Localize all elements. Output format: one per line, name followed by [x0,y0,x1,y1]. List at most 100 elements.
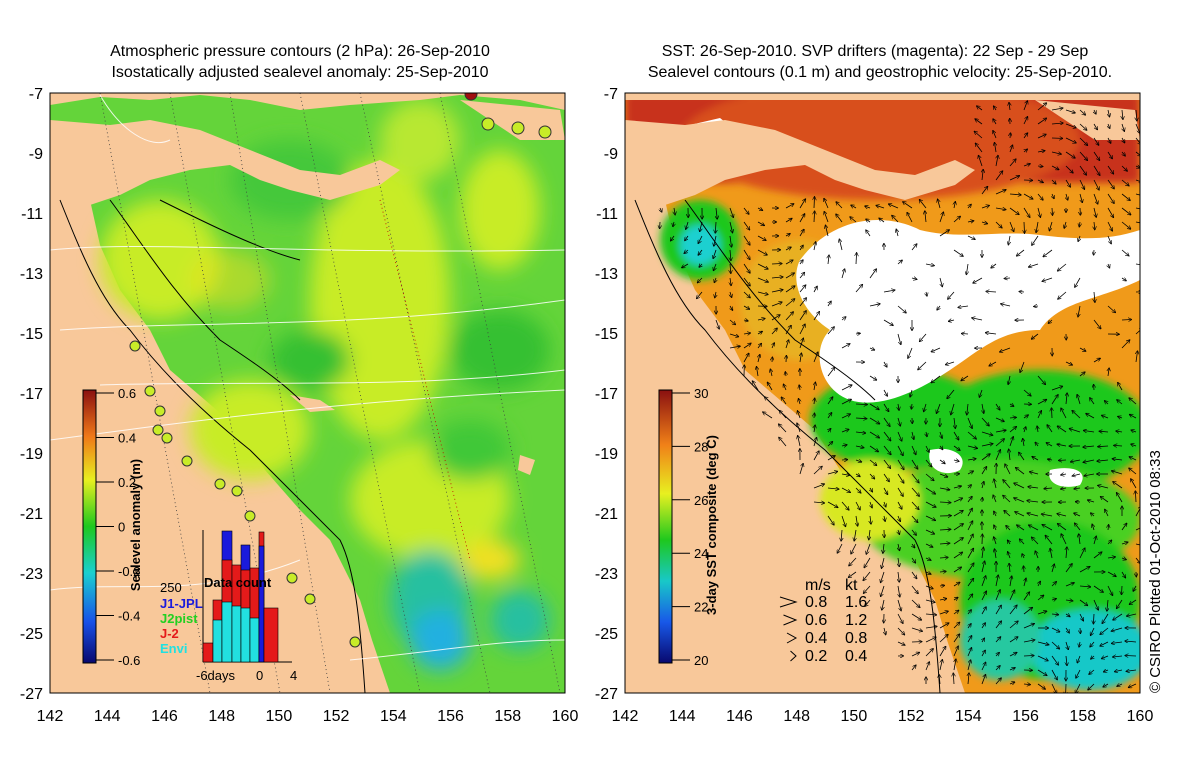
colorbar-tick-label: 0.4 [118,431,136,446]
data-count-max: 250 [160,580,182,595]
lon-label: 160 [552,708,579,725]
velocity-key: m/s kt 0.8 1.60.6 1.20.4 0.80.2 0.4 [779,577,867,665]
right-colorbar-ticks: 30 28 26 24 22 20 [672,386,708,668]
lat-label: -9 [29,146,43,163]
lat-label: -17 [20,386,43,403]
credit-text: © CSIRO Plotted 01-Oct-2010 08:33 [1147,450,1164,693]
velocity-key-ms: 0.8 [805,594,827,611]
lat-label: -27 [595,686,618,703]
velocity-key-ms: 0.6 [805,612,827,629]
lon-label: 144 [94,708,121,725]
colorbar-tick-label: 22 [694,600,708,615]
velocity-key-arrow [783,614,798,626]
lat-label: -13 [20,266,43,283]
lon-label: 148 [208,708,235,725]
lon-label: 156 [437,708,464,725]
colorbar-tick-label: 20 [694,653,708,668]
lat-label: -23 [595,566,618,583]
right-north-landmass [625,120,975,205]
lat-label: -9 [604,146,618,163]
colorbar-tick-label: 0.2 [118,475,136,490]
left-colorbar-ticks: 0.6 0.4 0.2 0 -0.2 -0.4 -0.6 [96,386,140,668]
lon-label: 156 [1012,708,1039,725]
lon-label: 142 [612,708,639,725]
velocity-key-kt: 0.8 [845,630,867,647]
lon-label: 158 [1069,708,1096,725]
colorbar-tick-label: -0.4 [118,609,140,624]
data-count-legend-item: Envi [160,641,187,656]
lon-label: 144 [669,708,696,725]
lat-label: -19 [20,446,43,463]
lon-label: 152 [323,708,350,725]
velocity-key-kt: 0.4 [845,648,867,665]
velocity-key-ms: 0.4 [805,630,827,647]
left-lon-labels: 142 144 146 148 150 152 154 156 158 160 [37,708,579,725]
left-map-frame [49,92,566,694]
data-count-x-start: -6days [196,668,236,683]
lat-label: -25 [20,626,43,643]
lon-label: 146 [151,708,178,725]
lon-label: 150 [266,708,293,725]
data-count-legend-item: J-2 [160,626,179,641]
left-pressure-contours [50,94,565,661]
data-count-legend-item: J2pist [160,611,198,626]
lat-label: -17 [595,386,618,403]
left-north-landmass [50,120,400,205]
velocity-key-kt: 1.6 [845,594,867,611]
colorbar-tick-label: -0.6 [118,653,140,668]
geostrophic-velocity-vectors [660,101,1140,693]
left-colorbar-label: Sealevel anomaly (m) [128,459,143,591]
right-title-line2: Sealevel contours (0.1 m) and geostrophi… [647,64,1113,81]
velocity-key-arrow [790,650,797,662]
lon-label: 158 [494,708,521,725]
right-title-line1: SST: 26-Sep-2010. SVP drifters (magenta)… [661,43,1089,60]
lat-label: -21 [20,506,43,523]
left-map [50,93,565,693]
colorbar-tick-label: 28 [694,439,708,454]
lat-label: -21 [595,506,618,523]
right-lon-labels: 142 144 146 148 150 152 154 156 158 160 [612,708,1154,725]
lat-label: -25 [595,626,618,643]
right-colorbar [658,389,673,664]
right-colorbar-label: 3-day SST composite (deg C) [704,435,719,615]
lat-label: -7 [604,86,618,103]
right-lat-labels: -7 -9 -11 -13 -15 -17 -19 -21 -23 -25 -27 [595,86,618,703]
lat-label: -27 [20,686,43,703]
data-count-title: Data count [204,575,272,590]
velocity-key-arrow [786,632,798,644]
right-sealevel-contours [634,199,941,693]
right-map [625,93,1140,693]
velocity-key-header-ms: m/s [805,577,831,594]
data-count-x-zero: 0 [256,668,263,683]
colorbar-tick-label: 30 [694,386,708,401]
colorbar-tick-label: 24 [694,546,708,561]
lon-label: 154 [380,708,407,725]
velocity-key-arrow [779,596,798,608]
colorbar-tick-label: -0.2 [118,564,140,579]
lat-label: -13 [595,266,618,283]
lon-label: 148 [783,708,810,725]
lat-label: -11 [21,206,43,223]
left-colorbar [82,389,97,664]
lat-label: -15 [20,326,43,343]
velocity-key-header-kt: kt [845,577,858,594]
velocity-key-ms: 0.2 [805,648,827,665]
lon-label: 152 [898,708,925,725]
right-map-frame [624,92,1141,694]
lat-label: -11 [596,206,618,223]
lat-label: -23 [20,566,43,583]
left-bathymetry-contours [59,199,366,693]
lon-label: 150 [841,708,868,725]
left-title-line2: Isostatically adjusted sealevel anomaly:… [111,64,489,81]
velocity-key-kt: 1.2 [845,612,867,629]
lon-label: 142 [37,708,64,725]
left-tide-gauges [129,93,552,648]
colorbar-tick-label: 26 [694,493,708,508]
lat-label: -7 [29,86,43,103]
lon-label: 154 [955,708,982,725]
data-count-legend-item: J1-JPL [160,596,203,611]
data-count-x-end: 4 [290,668,297,683]
left-title-line1: Atmospheric pressure contours (2 hPa): 2… [110,43,490,60]
